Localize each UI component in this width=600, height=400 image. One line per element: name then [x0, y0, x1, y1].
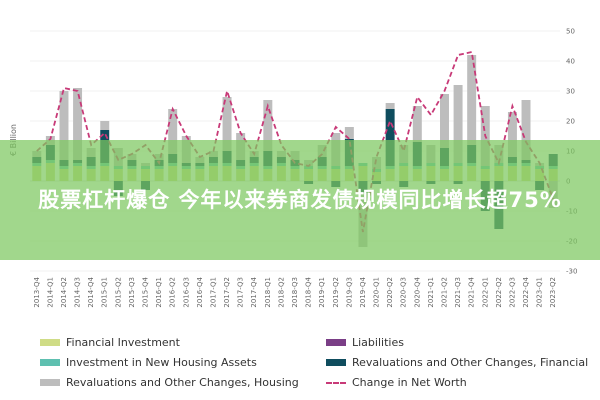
bar-revaluations-and-other-changes-housing [521, 100, 531, 160]
x-tick-label: 2019-Q3 [345, 277, 353, 308]
legend-swatch-liabilities [326, 339, 346, 346]
x-tick-label: 2019-Q4 [359, 276, 367, 307]
x-axis-ticks: 2013-Q4 2014-Q1 2014-Q2 2014-Q3 2014-Q4 2015-… [33, 276, 557, 307]
x-tick-label: 2017-Q3 [237, 277, 245, 308]
legend-label: Liabilities [352, 336, 404, 349]
x-tick-label: 2023-Q1 [536, 277, 544, 308]
bar-revaluations-and-other-changes-housing [507, 112, 517, 157]
x-tick-label: 2022-Q4 [522, 276, 530, 307]
legend-label: Revaluations and Other Changes, Housing [66, 376, 299, 389]
headline-text: 股票杠杆爆仓 今年以来券商发债规模同比增长超75% [38, 187, 562, 212]
x-tick-label: 2018-Q2 [277, 277, 285, 308]
x-tick-label: 2020-Q4 [413, 276, 421, 307]
y-tick-label: -30 [566, 268, 577, 276]
legend-swatch-reval-housing [40, 379, 60, 386]
x-tick-label: 2015-Q3 [128, 277, 136, 308]
x-tick-label: 2017-Q4 [250, 276, 258, 307]
x-tick-label: 2019-Q2 [332, 277, 340, 308]
x-tick-label: 2013-Q4 [33, 276, 41, 307]
legend-label: Change in Net Worth [352, 376, 467, 389]
legend-item-financial-investment: Financial Investment [40, 336, 180, 349]
x-tick-label: 2021-Q4 [468, 276, 476, 307]
x-tick-label: 2021-Q1 [427, 277, 435, 308]
legend-swatch-investment-housing [40, 359, 60, 366]
bar-revaluations-and-other-changes-housing [59, 91, 69, 160]
x-tick-label: 2020-Q2 [386, 277, 394, 308]
x-tick-label: 2014-Q3 [74, 277, 82, 308]
y-tick-label: 50 [566, 28, 575, 36]
x-tick-label: 2022-Q3 [508, 277, 516, 308]
legend-label: Financial Investment [66, 336, 180, 349]
y-tick-label: 40 [566, 58, 575, 66]
legend-label: Investment in New Housing Assets [66, 356, 257, 369]
y-tick-label: 30 [566, 88, 575, 96]
legend-item-liabilities: Liabilities [326, 336, 404, 349]
y-tick-label: 20 [566, 118, 575, 126]
legend-item-reval-housing: Revaluations and Other Changes, Housing [40, 376, 299, 389]
bar-revaluations-and-other-changes-housing [222, 97, 232, 151]
x-tick-label: 2021-Q2 [440, 277, 448, 308]
legend-label: Revaluations and Other Changes, Financia… [352, 356, 589, 369]
headline-banner: 股票杠杆爆仓 今年以来券商发债规模同比增长超75% [0, 140, 600, 260]
x-tick-label: 2018-Q3 [291, 277, 299, 308]
bar-revaluations-and-other-changes-housing [467, 55, 477, 145]
x-tick-label: 2023-Q2 [549, 277, 557, 308]
x-tick-label: 2016-Q4 [196, 276, 204, 307]
legend-swatch-financial-investment [40, 339, 60, 346]
x-tick-label: 2014-Q1 [46, 277, 54, 308]
x-tick-label: 2016-Q3 [182, 277, 190, 308]
x-tick-label: 2017-Q1 [209, 277, 217, 308]
x-tick-label: 2022-Q2 [495, 277, 503, 308]
x-tick-label: 2021-Q3 [454, 277, 462, 308]
legend-item-net-worth: Change in Net Worth [326, 376, 467, 389]
x-tick-label: 2019-Q1 [318, 277, 326, 308]
x-tick-label: 2020-Q3 [400, 277, 408, 308]
x-tick-label: 2014-Q2 [60, 277, 68, 308]
x-tick-label: 2015-Q4 [142, 276, 150, 307]
legend-swatch-reval-financial [326, 359, 346, 366]
bar-revaluations-and-other-changes-housing [73, 88, 83, 160]
x-tick-label: 2016-Q1 [155, 277, 163, 308]
x-tick-label: 2017-Q2 [223, 277, 231, 308]
x-tick-label: 2014-Q4 [87, 276, 95, 307]
bar-revaluations-and-other-changes-housing [100, 121, 110, 130]
x-tick-label: 2022-Q1 [481, 277, 489, 308]
chart-legend: Financial Investment Liabilities Investm… [40, 336, 588, 396]
bar-revaluations-and-other-changes-financial [385, 109, 395, 166]
x-tick-label: 2015-Q1 [101, 277, 109, 308]
x-tick-label: 2018-Q1 [264, 277, 272, 308]
x-tick-label: 2020-Q1 [373, 277, 381, 308]
x-tick-label: 2016-Q2 [169, 277, 177, 308]
legend-item-reval-financial: Revaluations and Other Changes, Financia… [326, 356, 588, 369]
legend-item-investment-housing: Investment in New Housing Assets [40, 356, 257, 369]
bar-revaluations-and-other-changes-housing [263, 100, 273, 151]
bar-revaluations-and-other-changes-housing [168, 109, 178, 154]
bar-revaluations-and-other-changes-housing [344, 127, 354, 139]
bar-revaluations-and-other-changes-housing [453, 85, 463, 163]
bar-revaluations-and-other-changes-housing [440, 94, 449, 148]
x-tick-label: 2015-Q2 [114, 277, 122, 308]
bar-revaluations-and-other-changes-housing [385, 103, 395, 109]
legend-swatch-net-worth [326, 381, 346, 384]
bar-revaluations-and-other-changes-housing [412, 106, 422, 142]
x-tick-label: 2018-Q4 [305, 276, 313, 307]
